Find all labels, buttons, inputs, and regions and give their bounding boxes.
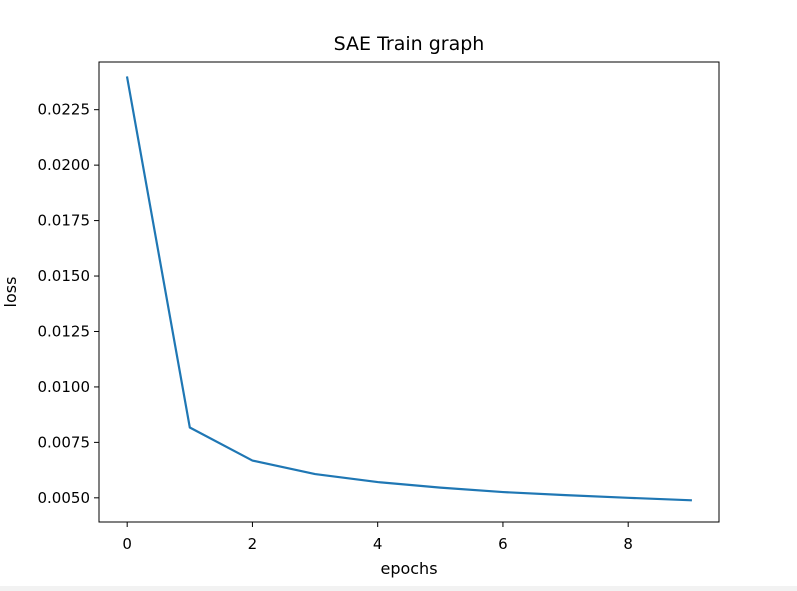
chart-title: SAE Train graph xyxy=(334,33,485,55)
plot-area xyxy=(98,61,720,523)
loss-line xyxy=(125,76,692,502)
x-tick-label: 2 xyxy=(248,535,258,553)
y-axis-label: loss xyxy=(1,277,20,308)
y-tick-label: 0.0150 xyxy=(38,267,91,285)
x-axis: 0 2 4 6 8 xyxy=(122,522,633,553)
y-tick-label: 0.0075 xyxy=(38,433,91,451)
plot-frame xyxy=(98,61,720,523)
y-tick-label: 0.0050 xyxy=(38,489,91,507)
x-tick-label: 8 xyxy=(623,535,633,553)
y-tick-label: 0.0225 xyxy=(38,101,91,119)
y-tick-label: 0.0175 xyxy=(38,212,91,230)
y-tick-label: 0.0100 xyxy=(38,378,91,396)
series-layer xyxy=(125,76,692,502)
x-axis-label: epochs xyxy=(380,559,437,578)
x-tick-label: 0 xyxy=(122,535,132,553)
window-bottom-strip xyxy=(0,586,797,591)
x-tick-label: 6 xyxy=(498,535,508,553)
x-tick-label: 4 xyxy=(373,535,383,553)
y-axis: 0.0050 0.0075 0.0100 0.0125 0.0150 0.0175 0.02… xyxy=(38,101,99,507)
y-tick-label: 0.0200 xyxy=(38,156,91,174)
y-tick-label: 0.0125 xyxy=(38,322,91,340)
